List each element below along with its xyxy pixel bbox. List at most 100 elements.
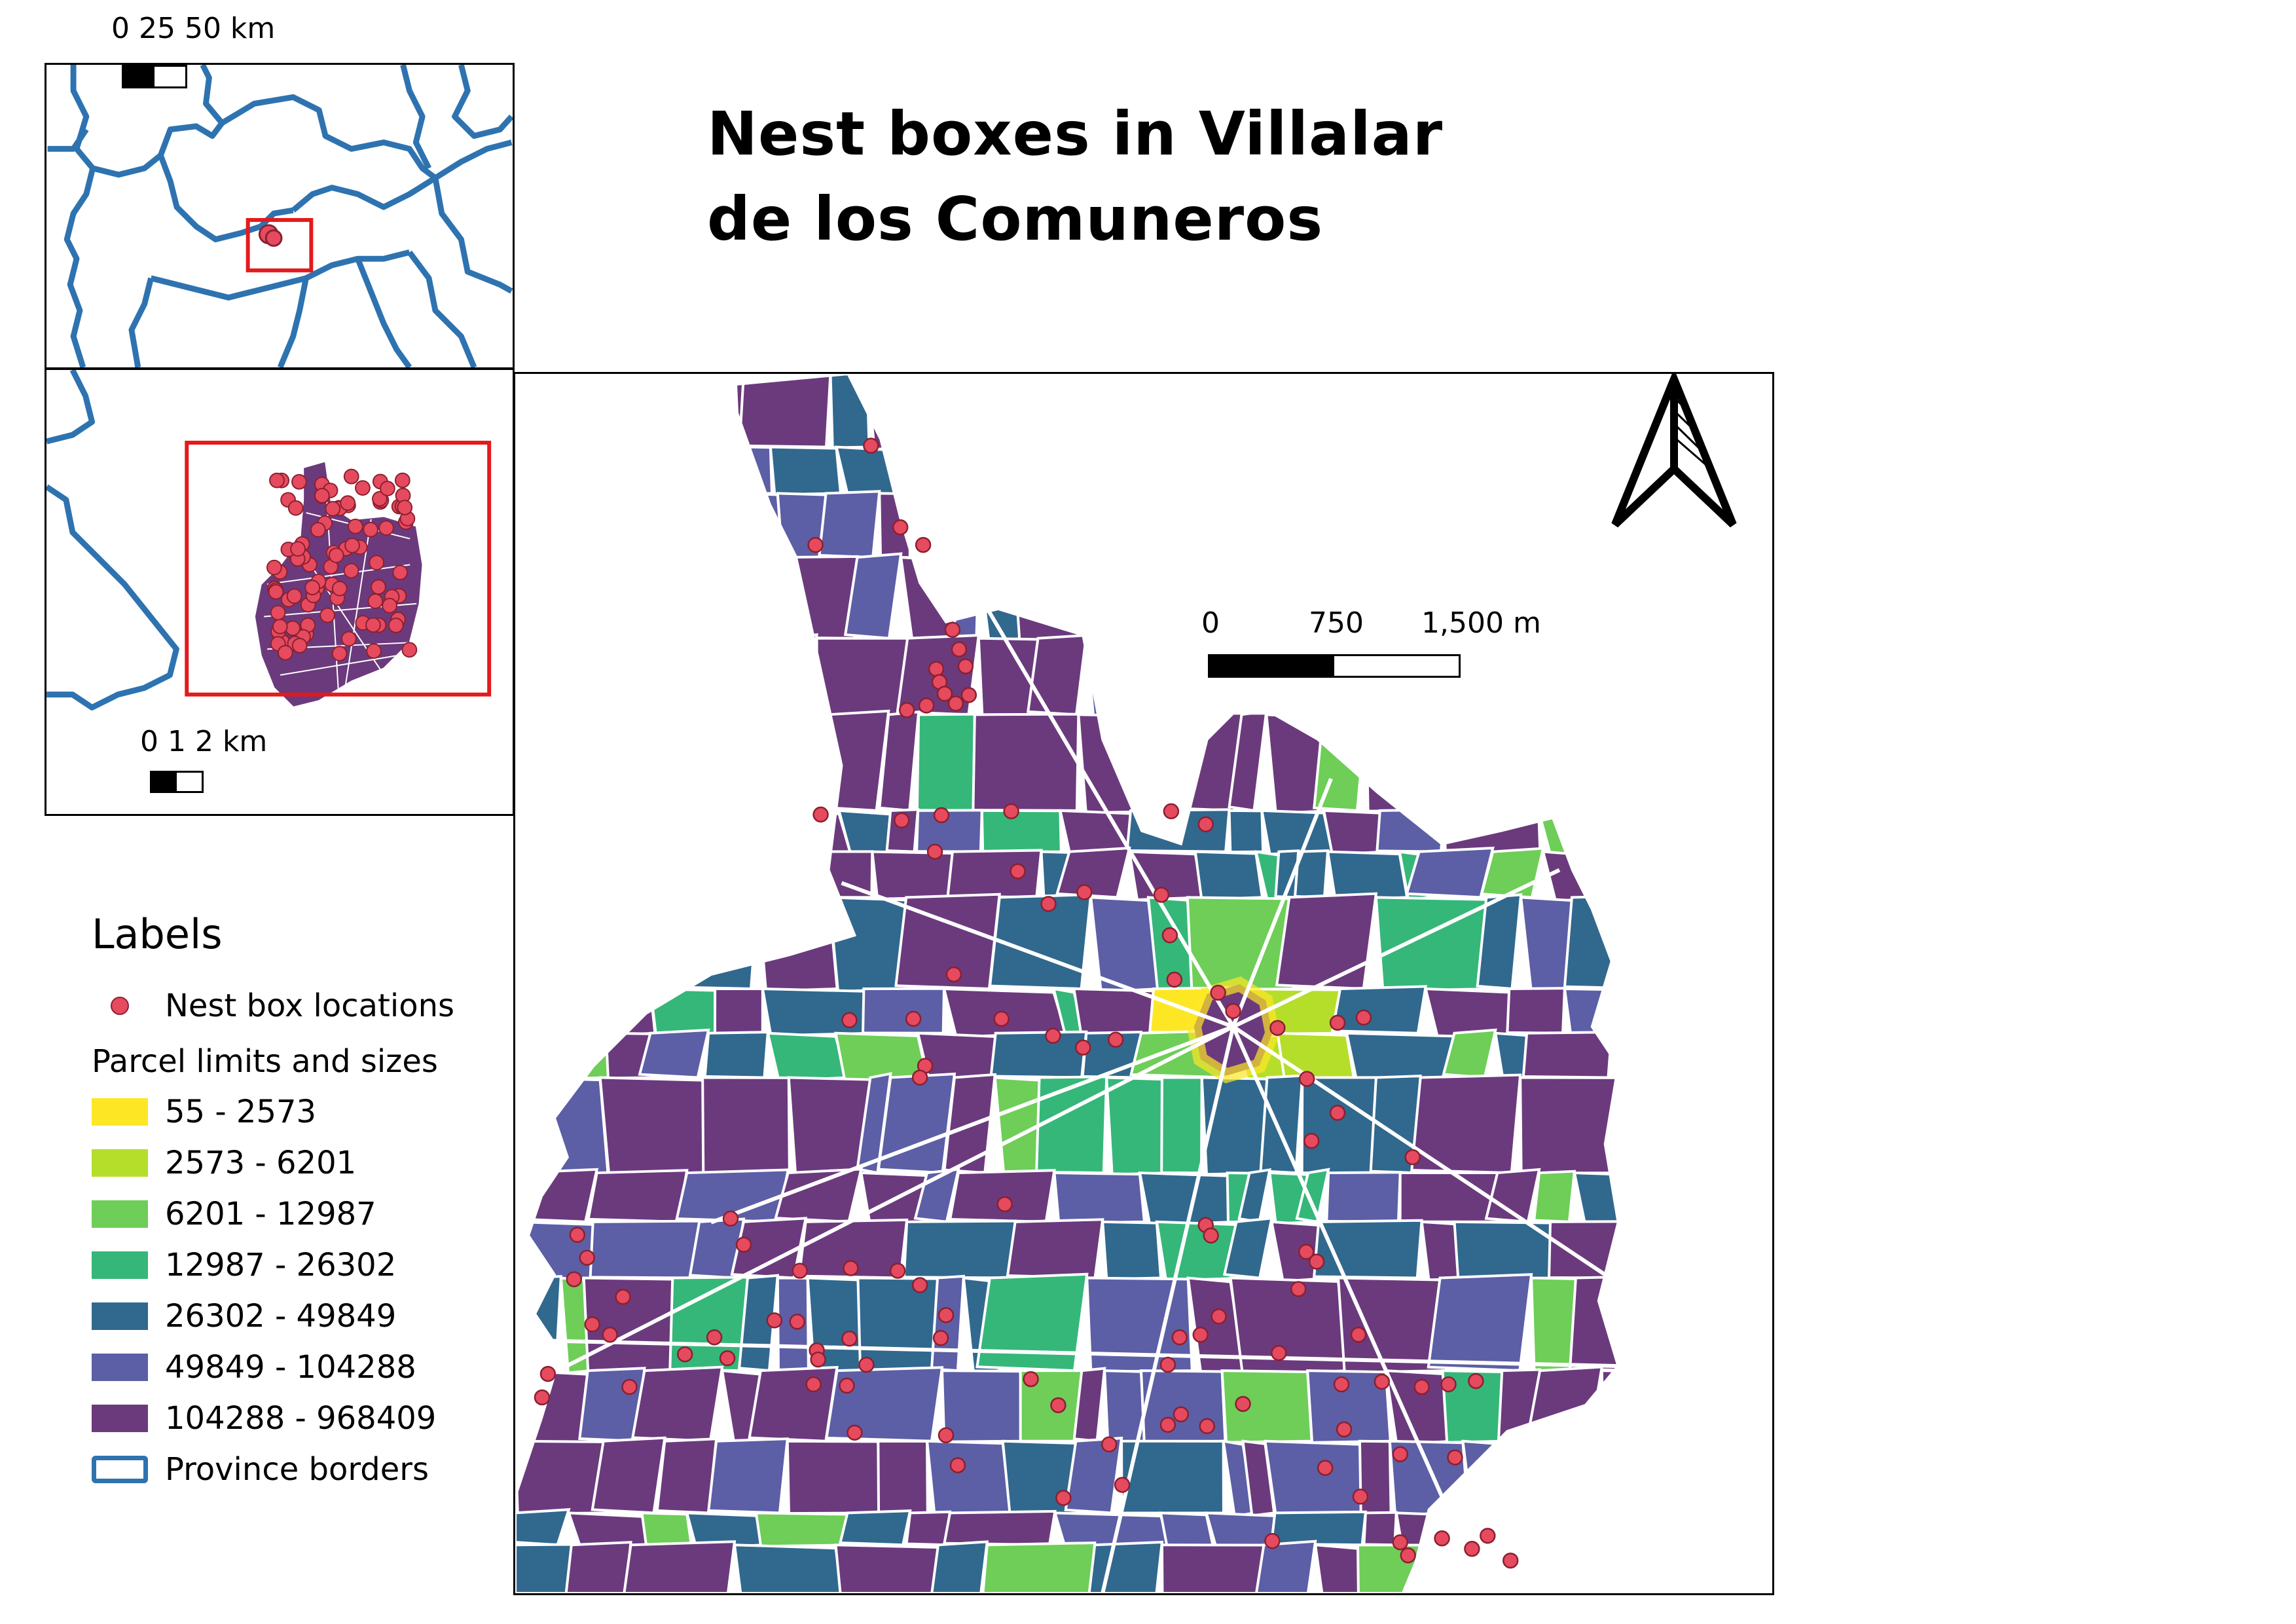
nest-box-marker[interactable] xyxy=(1211,1308,1227,1325)
nest-box-marker[interactable] xyxy=(1045,1027,1061,1044)
nest-box-marker[interactable] xyxy=(932,1330,949,1346)
nest-box-marker[interactable] xyxy=(1040,896,1057,912)
nest-box-marker[interactable] xyxy=(938,1307,955,1323)
nest-box-marker[interactable] xyxy=(706,1329,723,1346)
nest-box-marker[interactable] xyxy=(945,966,962,983)
nest-box-marker[interactable] xyxy=(805,1376,822,1393)
nest-box-marker[interactable] xyxy=(1235,1395,1251,1412)
nest-box-marker[interactable] xyxy=(1480,1528,1496,1544)
nest-box-marker[interactable] xyxy=(911,1277,928,1293)
nest-box-marker[interactable] xyxy=(1298,1244,1315,1260)
nest-box-marker[interactable] xyxy=(1392,1446,1408,1462)
nest-box-marker[interactable] xyxy=(915,536,932,553)
nest-box-marker[interactable] xyxy=(1374,1373,1391,1390)
nest-box-marker[interactable] xyxy=(1203,1227,1219,1244)
nest-box-marker[interactable] xyxy=(1003,803,1019,820)
nest-box-marker[interactable] xyxy=(584,1316,600,1333)
nest-box-marker[interactable] xyxy=(1464,1541,1480,1557)
nest-box-marker[interactable] xyxy=(893,812,910,829)
main-map[interactable]: 0 750 1,500 m xyxy=(513,372,1774,1595)
nest-box-marker[interactable] xyxy=(996,1196,1013,1213)
nest-box-marker[interactable] xyxy=(960,687,977,703)
nest-box-marker[interactable] xyxy=(1199,1418,1215,1435)
nest-box-marker[interactable] xyxy=(1163,803,1180,820)
nest-box-marker[interactable] xyxy=(905,1010,922,1027)
nest-box-marker[interactable] xyxy=(1050,1397,1066,1414)
nest-box-marker[interactable] xyxy=(1114,1477,1131,1493)
nest-box-marker[interactable] xyxy=(766,1312,783,1329)
nest-box-marker[interactable] xyxy=(1225,1003,1241,1020)
nest-box-marker[interactable] xyxy=(789,1314,805,1330)
nest-box-marker[interactable] xyxy=(569,1227,585,1243)
nest-box-marker[interactable] xyxy=(1413,1378,1430,1395)
nest-box-marker[interactable] xyxy=(1290,1281,1307,1297)
nest-box-marker[interactable] xyxy=(1447,1449,1463,1466)
nest-box-marker[interactable] xyxy=(1107,1031,1124,1048)
nest-box-marker[interactable] xyxy=(1166,971,1183,988)
nest-box-marker[interactable] xyxy=(841,1331,858,1347)
nest-box-marker[interactable] xyxy=(947,695,964,712)
nest-box-marker[interactable] xyxy=(839,1377,855,1394)
nest-box-marker[interactable] xyxy=(1355,1009,1372,1026)
nest-box-marker[interactable] xyxy=(621,1378,638,1395)
nest-box-marker[interactable] xyxy=(1171,1329,1188,1346)
nest-box-marker[interactable] xyxy=(1440,1376,1457,1393)
nest-box-marker[interactable] xyxy=(847,1424,863,1441)
nest-box-marker[interactable] xyxy=(911,1069,928,1086)
nest-box-marker[interactable] xyxy=(719,1350,736,1367)
nest-box-marker[interactable] xyxy=(944,621,961,638)
nest-box-marker[interactable] xyxy=(1023,1371,1039,1388)
nest-box-marker[interactable] xyxy=(1159,1356,1176,1373)
nest-box-marker[interactable] xyxy=(1468,1373,1484,1390)
nest-box-marker[interactable] xyxy=(1333,1376,1350,1393)
nest-box-marker[interactable] xyxy=(1173,1406,1190,1423)
nest-box-marker[interactable] xyxy=(1336,1421,1353,1438)
nest-box-marker[interactable] xyxy=(993,1010,1010,1027)
nest-box-marker[interactable] xyxy=(722,1210,739,1227)
nest-box-marker[interactable] xyxy=(1101,1436,1118,1452)
nest-box-marker[interactable] xyxy=(1317,1460,1334,1476)
nest-box-marker[interactable] xyxy=(810,1351,826,1368)
nest-box-marker[interactable] xyxy=(1269,1020,1286,1036)
nest-box-marker[interactable] xyxy=(1329,1105,1346,1121)
nest-box-marker[interactable] xyxy=(1392,1534,1408,1551)
nest-box-marker[interactable] xyxy=(1298,1071,1315,1087)
nest-box-marker[interactable] xyxy=(898,702,915,718)
nest-box-marker[interactable] xyxy=(918,697,935,714)
inset-municipality-map[interactable]: 0 1 2 km xyxy=(45,368,515,816)
nest-box-marker[interactable] xyxy=(566,1271,583,1287)
nest-box-marker[interactable] xyxy=(892,519,909,536)
nest-box-marker[interactable] xyxy=(1153,887,1170,903)
nest-box-marker[interactable] xyxy=(602,1327,618,1343)
nest-box-marker[interactable] xyxy=(1350,1327,1367,1343)
nest-box-marker[interactable] xyxy=(841,1012,858,1029)
nest-box-marker[interactable] xyxy=(1076,884,1093,900)
nest-box-marker[interactable] xyxy=(858,1356,875,1373)
nest-box-marker[interactable] xyxy=(890,1263,906,1279)
nest-box-marker[interactable] xyxy=(1055,1490,1072,1506)
nest-box-marker[interactable] xyxy=(1197,816,1214,832)
nest-box-marker[interactable] xyxy=(936,686,953,702)
nest-box-marker[interactable] xyxy=(539,1365,556,1382)
nest-box-marker[interactable] xyxy=(1502,1552,1519,1569)
nest-box-marker[interactable] xyxy=(579,1249,595,1266)
nest-box-marker[interactable] xyxy=(1329,1014,1346,1031)
nest-box-marker[interactable] xyxy=(807,536,824,553)
nest-box-marker[interactable] xyxy=(1159,1416,1176,1433)
nest-box-marker[interactable] xyxy=(1404,1149,1421,1166)
nest-box-marker[interactable] xyxy=(863,437,879,454)
nest-box-marker[interactable] xyxy=(1271,1344,1287,1361)
nest-box-marker[interactable] xyxy=(677,1346,693,1363)
nest-box-marker[interactable] xyxy=(1352,1488,1369,1505)
nest-box-marker[interactable] xyxy=(1210,984,1226,1001)
nest-box-marker[interactable] xyxy=(928,661,945,677)
nest-box-marker[interactable] xyxy=(735,1236,752,1253)
nest-box-marker[interactable] xyxy=(957,658,974,674)
nest-box-marker[interactable] xyxy=(1075,1039,1091,1056)
nest-box-marker[interactable] xyxy=(534,1389,551,1406)
nest-box-marker[interactable] xyxy=(1434,1530,1450,1547)
nest-box-marker[interactable] xyxy=(1264,1533,1281,1549)
nest-box-marker[interactable] xyxy=(1161,927,1178,944)
nest-box-marker[interactable] xyxy=(1400,1547,1416,1564)
nest-box-marker[interactable] xyxy=(949,1457,966,1473)
